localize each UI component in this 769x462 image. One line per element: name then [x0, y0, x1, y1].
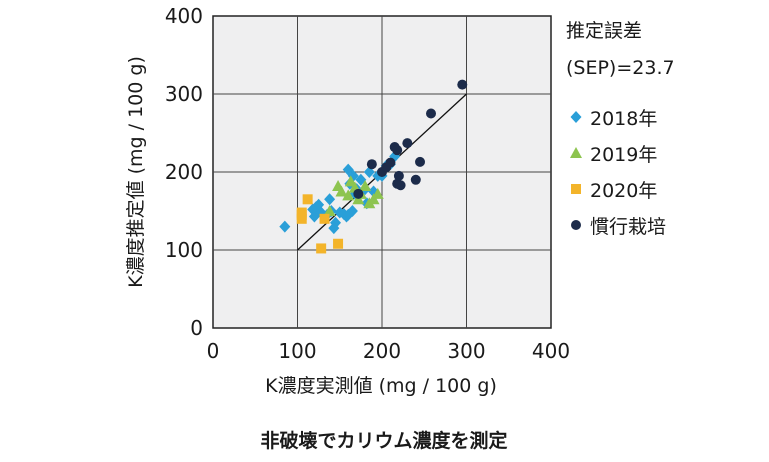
data-point	[393, 170, 404, 181]
x-tick-label: 0	[207, 339, 220, 363]
legend-label: 2019年	[590, 144, 657, 166]
sep-annotation-line1: 推定誤差	[566, 20, 642, 42]
data-point	[333, 238, 344, 249]
legend-marker	[570, 111, 582, 123]
sep-annotation-line2: (SEP)=23.7	[566, 57, 675, 79]
data-point	[328, 222, 340, 235]
data-points	[279, 79, 468, 254]
y-tick-label: 300	[165, 82, 203, 106]
data-point	[426, 108, 437, 119]
data-point	[324, 193, 336, 206]
y-tick-label: 400	[165, 4, 203, 28]
data-point	[319, 213, 330, 224]
legend-marker	[571, 220, 581, 230]
data-point	[359, 180, 372, 192]
data-point	[296, 209, 307, 220]
x-tick-label: 400	[532, 339, 570, 363]
data-point	[410, 174, 421, 185]
y-tick-label: 100	[165, 238, 203, 262]
data-point	[395, 180, 406, 191]
y-axis-label: K濃度推定値 (mg / 100 g)	[125, 56, 147, 288]
x-axis-label: K濃度実測値 (mg / 100 g)	[265, 375, 497, 397]
data-point	[415, 156, 426, 167]
x-tick-label: 300	[447, 339, 485, 363]
data-point	[342, 163, 354, 176]
x-tick-label: 200	[363, 339, 401, 363]
data-point	[335, 185, 348, 197]
tick-labels: 0 100 200 300 400 0 100 200 300 400	[165, 4, 570, 363]
y-tick-label: 0	[190, 316, 203, 340]
y-tick-label: 200	[165, 160, 203, 184]
legend-label: 慣行栽培	[590, 216, 666, 238]
legend-marker	[571, 184, 581, 194]
data-point	[353, 188, 364, 199]
data-point	[371, 187, 384, 199]
data-point	[302, 194, 313, 205]
data-point	[279, 220, 291, 233]
legend-label: 2018年	[590, 108, 657, 130]
data-point	[344, 175, 357, 187]
data-point	[323, 205, 336, 216]
data-point	[316, 243, 327, 254]
data-point	[385, 157, 396, 168]
data-point	[457, 79, 468, 90]
legend-marker	[570, 147, 582, 158]
chart-caption: 非破壊でカリウム濃度を測定	[260, 429, 507, 452]
data-point	[402, 138, 413, 149]
data-point	[366, 159, 377, 170]
data-point	[342, 189, 355, 201]
x-tick-label: 100	[278, 339, 316, 363]
data-point	[346, 205, 358, 217]
data-point	[392, 145, 403, 156]
legend-label: 2020年	[590, 180, 657, 202]
